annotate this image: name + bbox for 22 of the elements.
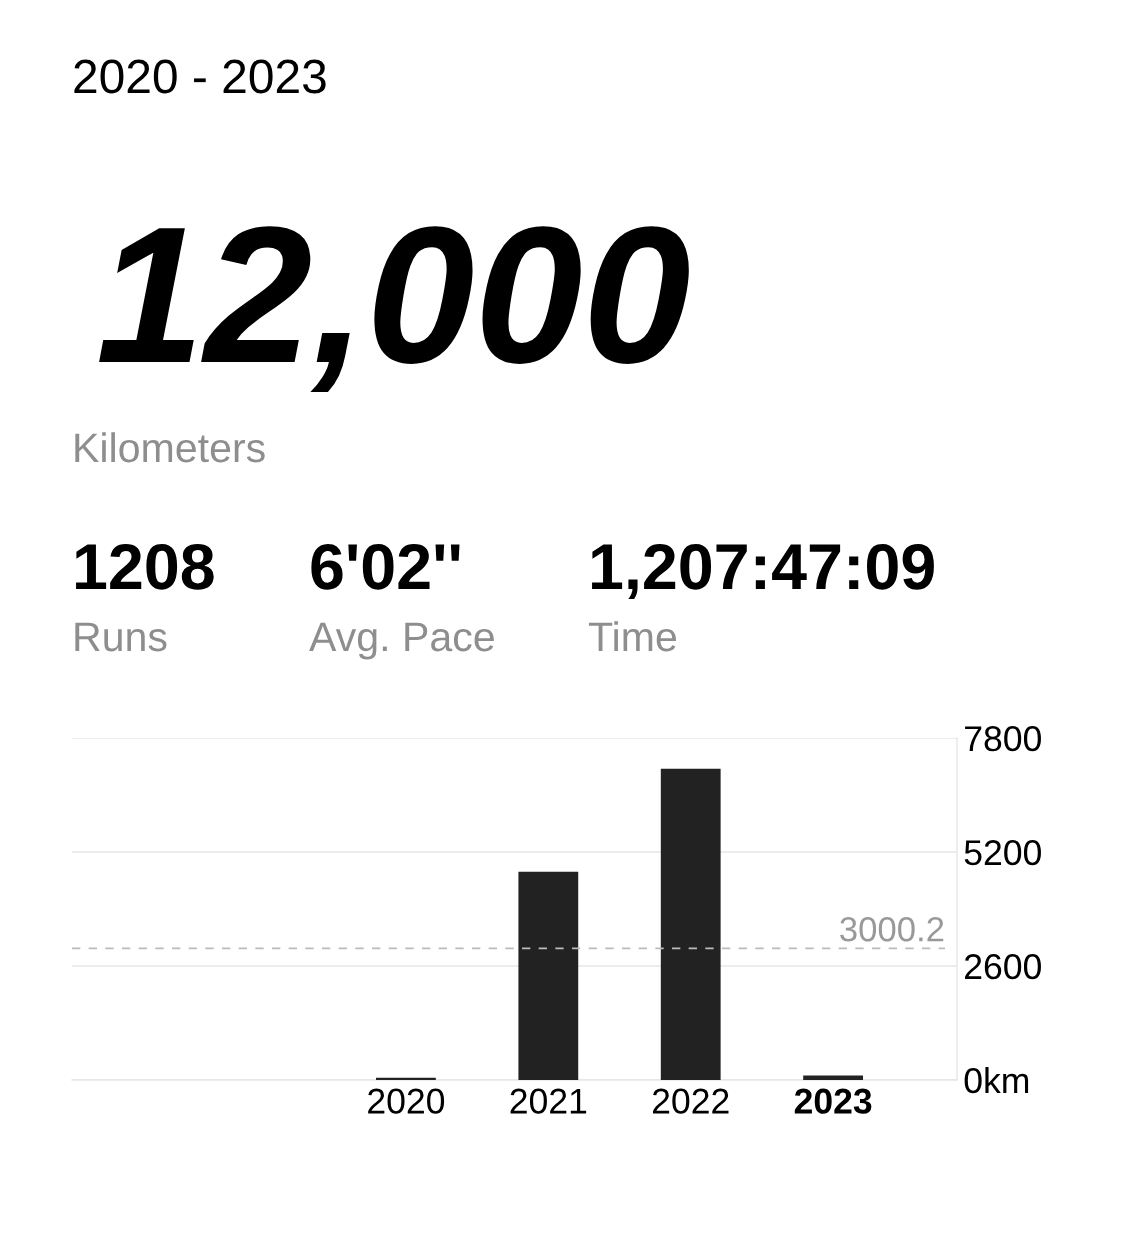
bar (376, 1077, 436, 1080)
bar (660, 768, 721, 1080)
y-tick-label: 7800 (965, 726, 1041, 752)
text: Kilometers (75, 432, 265, 463)
text: 1,207:47:09 (592, 543, 934, 599)
y-tick-label: 2600 (965, 954, 1041, 980)
ref-line-label: 3000.2 (840, 917, 944, 942)
x-tick-label: 2023 (794, 1088, 872, 1114)
text: Time (588, 621, 676, 652)
text: 12,000 (99, 226, 689, 393)
text: 6'02'' (311, 543, 460, 590)
y-tick-label: 5200 (964, 840, 1041, 866)
bar (803, 1075, 864, 1080)
chart-title: 2020 - 2023 (74, 59, 326, 94)
y-tick-label: 0km (964, 1067, 1029, 1094)
x-tick-label: 2022 (652, 1088, 729, 1114)
text: 1208 (76, 543, 214, 590)
x-tick-label: 2020 (368, 1088, 445, 1114)
text: Avg. Pace (309, 622, 494, 660)
bar (518, 871, 579, 1080)
x-tick-label: 2021 (510, 1088, 587, 1114)
text: Runs (75, 622, 167, 652)
